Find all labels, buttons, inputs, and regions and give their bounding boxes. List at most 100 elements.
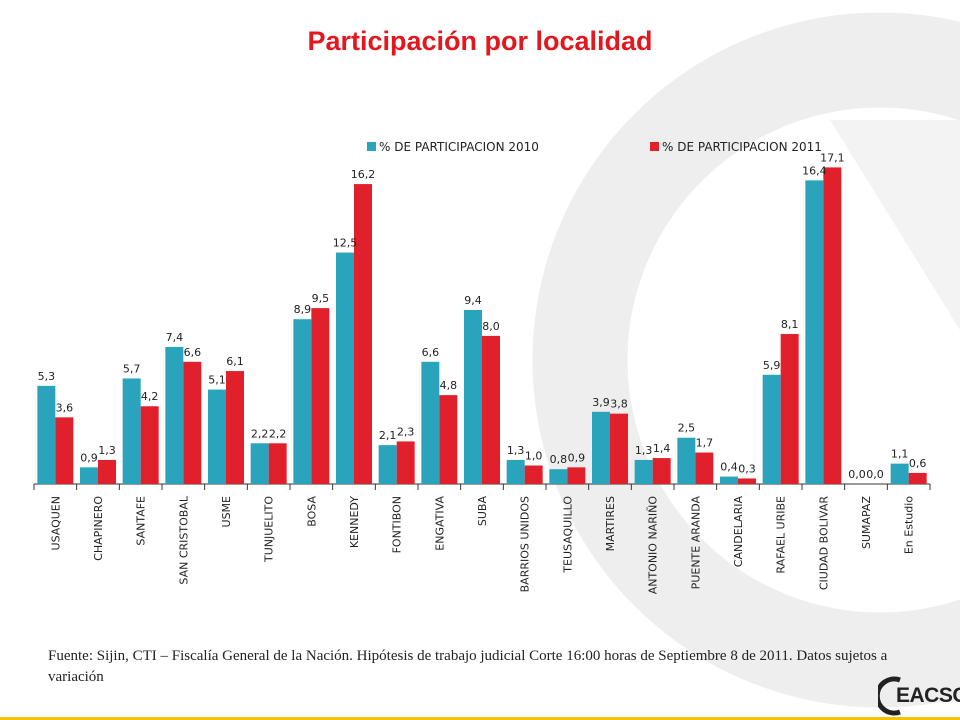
legend-swatch-2011 bbox=[650, 142, 659, 151]
bar-value-label: 5,1 bbox=[208, 374, 226, 387]
bar-value-label: 16,4 bbox=[802, 164, 827, 177]
bar-value-label: 7,4 bbox=[166, 331, 184, 344]
bar-value-label: 4,2 bbox=[141, 390, 159, 403]
bar-2011 bbox=[780, 334, 799, 484]
bar-value-label: 1,3 bbox=[507, 444, 525, 457]
bar-2011 bbox=[652, 458, 671, 484]
bar-2011 bbox=[98, 459, 116, 484]
bar-2010 bbox=[677, 437, 696, 484]
bar-value-label: 3,6 bbox=[56, 401, 74, 414]
category-label: En Estudio bbox=[903, 496, 916, 554]
bar-2010 bbox=[421, 361, 440, 484]
bar-value-label: 1,4 bbox=[653, 442, 671, 455]
bar-2010 bbox=[720, 476, 738, 484]
bar-value-label: 8,1 bbox=[781, 318, 799, 331]
bar-value-label: 0,0 bbox=[866, 468, 884, 481]
bar-2011 bbox=[610, 413, 628, 484]
source-note: Fuente: Sijin, CTI – Fiscalía General de… bbox=[48, 648, 888, 685]
bar-value-label: 0,9 bbox=[80, 451, 98, 464]
bar-value-label: 1,7 bbox=[696, 437, 714, 450]
category-label: FONTIBON bbox=[391, 496, 404, 553]
bar-value-label: 16,2 bbox=[351, 168, 376, 181]
legend: % DE PARTICIPACION 2010 % DE PARTICIPACIO… bbox=[367, 140, 822, 154]
category-label: TUNJUELITO bbox=[263, 496, 276, 563]
bar-2010 bbox=[506, 459, 525, 484]
bar-value-label: 2,2 bbox=[269, 427, 287, 440]
bar-value-label: 4,8 bbox=[440, 379, 458, 392]
bar-2010 bbox=[634, 459, 653, 484]
legend-swatch-2010 bbox=[367, 142, 376, 151]
legend-label: % DE PARTICIPACION 2010 bbox=[379, 140, 539, 154]
category-label: TEUSAQUILLO bbox=[561, 496, 574, 574]
bar-2010 bbox=[378, 445, 397, 484]
bar-2011 bbox=[908, 472, 927, 484]
bar-2011 bbox=[311, 308, 330, 484]
category-label: RAFAEL URIBE bbox=[775, 496, 788, 574]
legend-label: % DE PARTICIPACION 2011 bbox=[662, 140, 822, 154]
bar-value-label: 6,6 bbox=[422, 346, 440, 359]
bar-2010 bbox=[592, 411, 610, 484]
eacsc-logo: EACSC bbox=[896, 684, 960, 707]
category-label: SUMAPAZ bbox=[860, 496, 873, 550]
bar-2010 bbox=[762, 374, 781, 484]
bar-2010 bbox=[165, 346, 184, 484]
bar-value-label: 0,3 bbox=[738, 462, 756, 475]
category-label: SANTAFE bbox=[135, 496, 148, 546]
category-label: SAN CRISTOBAL bbox=[177, 495, 190, 584]
bar-value-label: 1,0 bbox=[525, 449, 543, 462]
bar-value-label: 1,3 bbox=[98, 444, 116, 457]
bar-value-label: 0,4 bbox=[720, 461, 738, 474]
bar-2011 bbox=[55, 417, 74, 484]
bar-value-label: 0,9 bbox=[568, 451, 586, 464]
category-label: ENGATIVA bbox=[433, 496, 446, 551]
bar-2011 bbox=[140, 406, 159, 484]
bar-2011 bbox=[354, 184, 372, 484]
bar-value-label: 0,0 bbox=[848, 468, 866, 481]
chart-title: Participación por localidad bbox=[307, 26, 653, 56]
bar-value-label: 2,1 bbox=[379, 429, 397, 442]
bar-value-label: 8,9 bbox=[294, 303, 312, 316]
bar-value-label: 5,7 bbox=[123, 362, 141, 375]
bar-2010 bbox=[80, 467, 98, 484]
category-label: BARRIOS UNIDOS bbox=[519, 496, 532, 592]
category-label: USME bbox=[220, 496, 233, 528]
bar-2010 bbox=[549, 469, 568, 484]
category-label: KENNEDY bbox=[348, 496, 361, 548]
bar-value-label: 1,3 bbox=[635, 444, 653, 457]
bar-value-label: 6,6 bbox=[184, 346, 202, 359]
bar-value-label: 8,0 bbox=[482, 320, 500, 333]
bar-2010 bbox=[208, 389, 226, 484]
bar-2010 bbox=[122, 378, 141, 484]
bar-2010 bbox=[336, 252, 354, 484]
bar-value-label: 17,1 bbox=[820, 151, 845, 164]
bar-value-label: 2,3 bbox=[397, 425, 415, 438]
bar-2011 bbox=[823, 167, 842, 485]
bar-value-label: 5,9 bbox=[763, 359, 781, 372]
bar-value-label: 3,9 bbox=[592, 396, 610, 409]
bar-value-label: 9,4 bbox=[464, 294, 482, 307]
bottom-accent-line bbox=[0, 717, 960, 720]
category-label: SUBA bbox=[476, 496, 489, 527]
bar-2010 bbox=[805, 180, 824, 484]
bar-2011 bbox=[524, 465, 543, 484]
bar-2010 bbox=[250, 443, 269, 484]
category-label: MARTIRES bbox=[604, 496, 617, 551]
bar-2010 bbox=[464, 309, 482, 484]
bar-2011 bbox=[439, 395, 458, 484]
bar-2011 bbox=[183, 361, 202, 484]
bar-2011 bbox=[567, 467, 586, 484]
bar-2011 bbox=[738, 478, 756, 484]
eacsc-logo-mark bbox=[878, 676, 901, 716]
bar-2011 bbox=[396, 441, 415, 484]
category-label: ANTONIO NARIÑO bbox=[647, 496, 660, 595]
category-label: CIUDAD BOLIVAR bbox=[817, 496, 830, 590]
bar-2011 bbox=[226, 371, 244, 484]
bar-value-label: 9,5 bbox=[312, 292, 330, 305]
bar-value-label: 1,1 bbox=[891, 448, 909, 461]
bar-value-label: 5,3 bbox=[38, 370, 56, 383]
category-label: PUENTE ARANDA bbox=[689, 496, 702, 590]
bar-value-label: 3,8 bbox=[610, 398, 628, 411]
bar-2011 bbox=[268, 443, 287, 484]
